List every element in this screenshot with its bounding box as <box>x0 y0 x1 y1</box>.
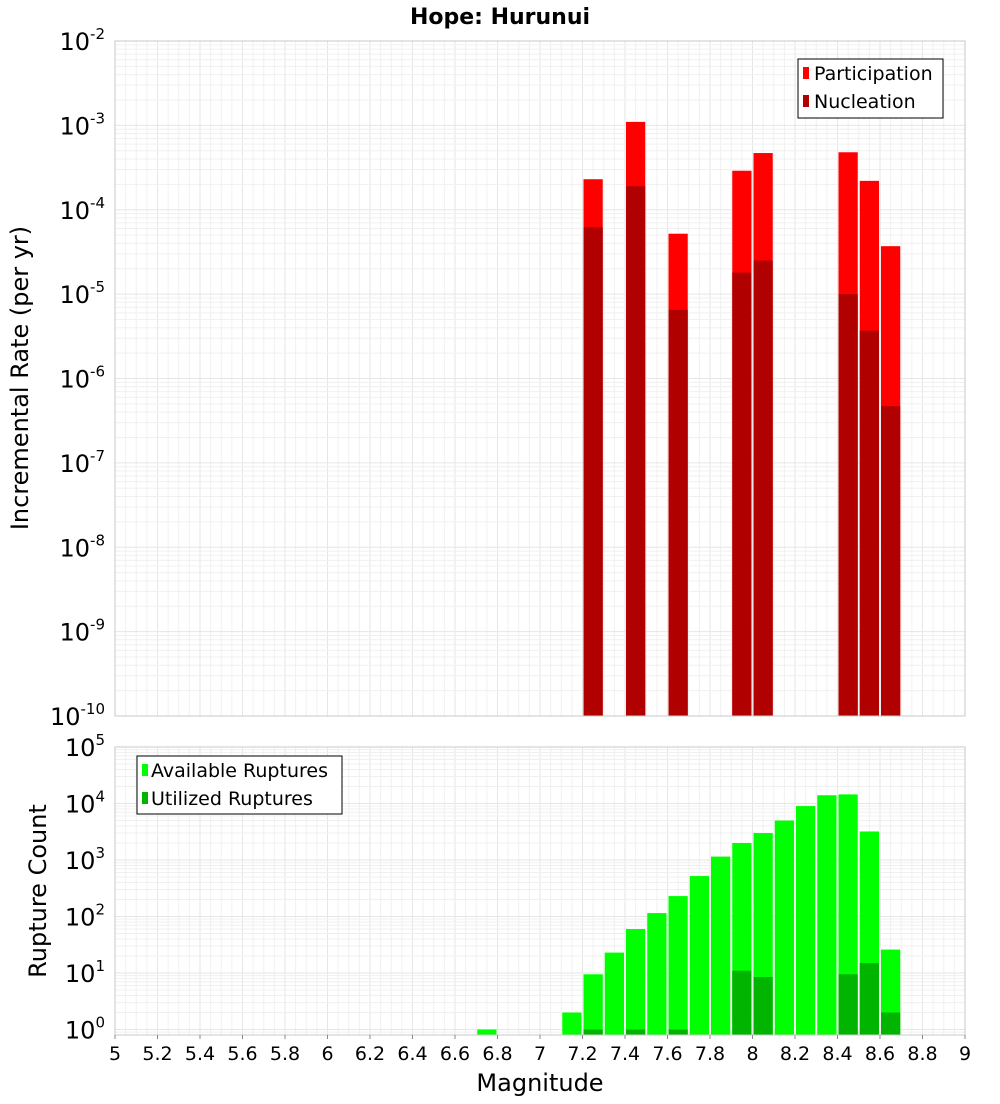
y-tick-label: 10-8 <box>59 531 105 562</box>
legend-swatch-participation <box>803 67 809 79</box>
chart-title: Hope: Hurunui <box>410 5 590 30</box>
x-tick-label: 5.8 <box>270 1043 300 1065</box>
y-tick-label: 102 <box>65 901 105 932</box>
bar-available-ruptures-7.25 <box>583 974 603 1035</box>
y-tick-label: 104 <box>65 788 105 819</box>
bar-utilized-ruptures-7.95 <box>732 970 752 1035</box>
bottom-y-axis-label: Rupture Count <box>24 804 52 978</box>
bar-utilized-ruptures-8.05 <box>753 977 773 1035</box>
x-tick-label: 5.6 <box>227 1043 257 1065</box>
bar-available-ruptures-8.35 <box>817 795 837 1035</box>
y-tick-label: 100 <box>65 1014 105 1045</box>
x-axis-label: Magnitude <box>476 1069 603 1097</box>
bar-nucleation-7.65 <box>668 309 688 716</box>
legend-label-nucleation: Nucleation <box>814 91 916 113</box>
legend-swatch-nucleation <box>803 95 809 107</box>
y-tick-label: 10-5 <box>59 278 105 309</box>
x-tick-label: 5 <box>109 1043 121 1065</box>
y-tick-label: 10-2 <box>59 25 105 56</box>
bar-available-ruptures-7.45 <box>626 929 646 1035</box>
x-tick-label: 8.4 <box>822 1043 852 1065</box>
x-tick-label: 6.8 <box>482 1043 512 1065</box>
bar-available-ruptures-8.25 <box>796 806 816 1035</box>
y-tick-label: 10-9 <box>59 616 105 647</box>
x-tick-label: 6.4 <box>397 1043 427 1065</box>
y-tick-label: 10-10 <box>50 700 105 731</box>
x-tick-label: 8.8 <box>907 1043 937 1065</box>
bar-utilized-ruptures-7.45 <box>626 1029 646 1035</box>
y-tick-label: 101 <box>65 957 105 988</box>
bar-nucleation-8.55 <box>859 330 879 716</box>
y-tick-label: 103 <box>65 844 105 875</box>
y-tick-label: 10-3 <box>59 109 105 140</box>
x-tick-label: 8 <box>746 1043 758 1065</box>
x-tick-label: 8.6 <box>865 1043 895 1065</box>
bar-available-ruptures-7.75 <box>689 876 709 1035</box>
top-plot-bars <box>583 121 901 716</box>
bar-nucleation-8.45 <box>838 294 858 716</box>
bar-utilized-ruptures-7.25 <box>583 1029 603 1035</box>
top-y-axis-label: Incremental Rate (per yr) <box>6 226 34 530</box>
bar-utilized-ruptures-8.65 <box>881 1012 901 1035</box>
y-tick-label: 105 <box>65 731 105 762</box>
x-tick-label: 7.6 <box>652 1043 682 1065</box>
x-tick-label: 5.4 <box>185 1043 215 1065</box>
top-plot-frame <box>114 40 966 717</box>
bar-nucleation-7.25 <box>583 227 603 716</box>
bar-available-ruptures-7.85 <box>711 856 731 1035</box>
x-tick-label: 7.4 <box>610 1043 640 1065</box>
bottom-y-tick-labels: 100 101 102 103 104 105 <box>65 731 105 1045</box>
bar-available-ruptures-7.65 <box>668 896 688 1035</box>
x-tick-label: 6 <box>321 1043 333 1065</box>
top-legend: Participation Nucleation <box>797 58 944 119</box>
x-tick-label: 7 <box>534 1043 546 1065</box>
bottom-plot-bars <box>477 794 901 1035</box>
x-tick-label: 5.2 <box>142 1043 172 1065</box>
x-tick-label: 9 <box>959 1043 971 1065</box>
top-plot-grid <box>114 40 966 717</box>
legend-swatch-utilized-ruptures <box>142 792 148 804</box>
x-tick-label: 6.2 <box>355 1043 385 1065</box>
x-tick-label: 7.8 <box>695 1043 725 1065</box>
legend-swatch-available-ruptures <box>142 764 148 776</box>
bottom-legend-box <box>136 755 343 815</box>
x-tick-label: 8.2 <box>780 1043 810 1065</box>
x-tick-label: 6.6 <box>440 1043 470 1065</box>
legend-label-available-ruptures: Available Ruptures <box>151 760 328 782</box>
bar-utilized-ruptures-8.55 <box>859 963 879 1035</box>
top-legend-box <box>797 58 944 119</box>
legend-label-participation: Participation <box>814 63 933 85</box>
bar-available-ruptures-7.35 <box>604 952 624 1035</box>
y-tick-label: 10-6 <box>59 363 105 394</box>
bar-available-ruptures-6.75 <box>477 1029 497 1035</box>
x-tick-labels: 5 5.2 5.4 5.6 5.8 6 6.2 6.4 6.6 6.8 7 7.2 7.4 7.6 7.8 8… <box>109 1035 971 1065</box>
bar-utilized-ruptures-8.45 <box>838 974 858 1035</box>
bar-nucleation-8.65 <box>881 406 901 716</box>
bottom-legend: Available Ruptures Utilized Ruptures <box>136 755 343 815</box>
bar-nucleation-8.05 <box>753 260 773 716</box>
y-tick-label: 10-4 <box>59 194 105 225</box>
bar-available-ruptures-7.55 <box>647 913 667 1035</box>
top-y-tick-labels: 10-10 10-9 10-8 10-7 10-6 10-5 10-4 10-3 10-2 <box>50 25 105 731</box>
bar-utilized-ruptures-7.65 <box>668 1029 688 1035</box>
bar-available-ruptures-7.15 <box>562 1012 582 1035</box>
legend-label-utilized-ruptures: Utilized Ruptures <box>151 788 313 810</box>
bar-nucleation-7.95 <box>732 272 752 716</box>
bar-nucleation-7.45 <box>626 186 646 716</box>
y-tick-label: 10-7 <box>59 447 105 478</box>
bar-available-ruptures-8.15 <box>774 820 794 1035</box>
x-tick-label: 7.2 <box>567 1043 597 1065</box>
